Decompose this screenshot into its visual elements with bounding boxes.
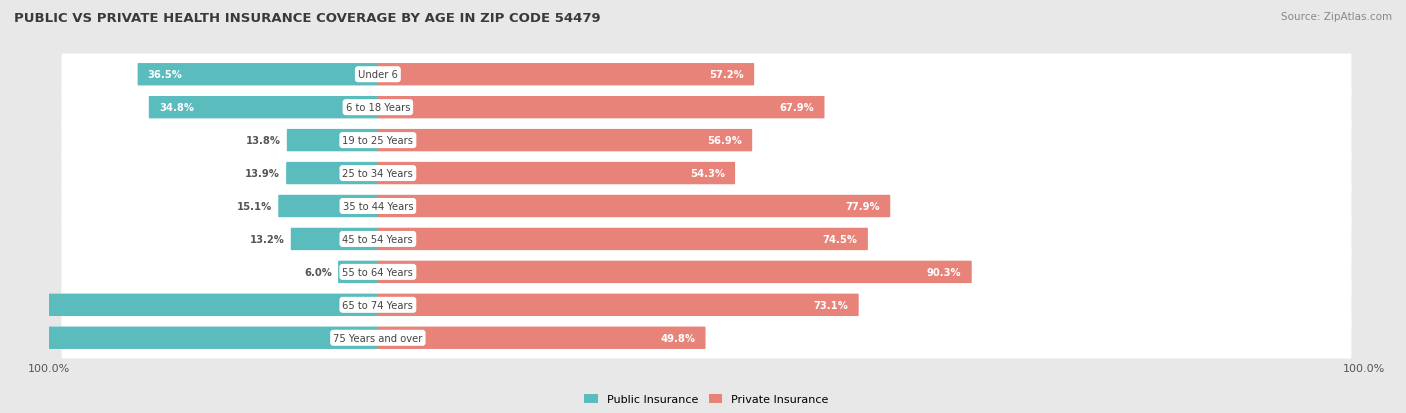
FancyBboxPatch shape [0,294,378,316]
FancyBboxPatch shape [378,261,972,283]
FancyBboxPatch shape [378,195,890,218]
FancyBboxPatch shape [337,261,378,283]
FancyBboxPatch shape [378,130,752,152]
Text: 75 Years and over: 75 Years and over [333,333,423,343]
Text: 54.3%: 54.3% [690,169,725,179]
Text: 55 to 64 Years: 55 to 64 Years [343,267,413,277]
Text: 25 to 34 Years: 25 to 34 Years [343,169,413,179]
FancyBboxPatch shape [138,64,378,86]
Text: 6 to 18 Years: 6 to 18 Years [346,103,411,113]
FancyBboxPatch shape [62,218,1351,260]
Text: 35 to 44 Years: 35 to 44 Years [343,202,413,211]
Text: Under 6: Under 6 [359,70,398,80]
Legend: Public Insurance, Private Insurance: Public Insurance, Private Insurance [579,389,834,409]
Text: 56.9%: 56.9% [707,136,742,146]
Text: 49.8%: 49.8% [661,333,696,343]
FancyBboxPatch shape [62,55,1351,96]
FancyBboxPatch shape [378,162,735,185]
FancyBboxPatch shape [62,317,1351,358]
Text: 34.8%: 34.8% [159,103,194,113]
FancyBboxPatch shape [378,294,859,316]
Text: 57.2%: 57.2% [709,70,744,80]
FancyBboxPatch shape [62,87,1351,128]
FancyBboxPatch shape [291,228,378,251]
FancyBboxPatch shape [62,120,1351,161]
Text: 6.0%: 6.0% [304,267,332,277]
Text: 36.5%: 36.5% [148,70,183,80]
Text: Source: ZipAtlas.com: Source: ZipAtlas.com [1281,12,1392,22]
Text: 19 to 25 Years: 19 to 25 Years [343,136,413,146]
FancyBboxPatch shape [62,252,1351,293]
FancyBboxPatch shape [287,130,378,152]
Text: 13.8%: 13.8% [246,136,281,146]
FancyBboxPatch shape [62,186,1351,227]
FancyBboxPatch shape [278,195,378,218]
Text: 45 to 54 Years: 45 to 54 Years [343,234,413,244]
Text: 90.3%: 90.3% [927,267,962,277]
FancyBboxPatch shape [149,97,378,119]
Text: 65 to 74 Years: 65 to 74 Years [343,300,413,310]
Text: 13.2%: 13.2% [250,234,284,244]
FancyBboxPatch shape [287,162,378,185]
FancyBboxPatch shape [378,228,868,251]
FancyBboxPatch shape [378,97,824,119]
Text: 15.1%: 15.1% [236,202,271,211]
Text: 67.9%: 67.9% [779,103,814,113]
Text: PUBLIC VS PRIVATE HEALTH INSURANCE COVERAGE BY AGE IN ZIP CODE 54479: PUBLIC VS PRIVATE HEALTH INSURANCE COVER… [14,12,600,25]
Text: 74.5%: 74.5% [823,234,858,244]
FancyBboxPatch shape [378,64,754,86]
Text: 73.1%: 73.1% [814,300,848,310]
FancyBboxPatch shape [62,285,1351,326]
Text: 77.9%: 77.9% [845,202,880,211]
Text: 13.9%: 13.9% [245,169,280,179]
FancyBboxPatch shape [0,327,378,349]
FancyBboxPatch shape [378,327,706,349]
FancyBboxPatch shape [62,153,1351,195]
